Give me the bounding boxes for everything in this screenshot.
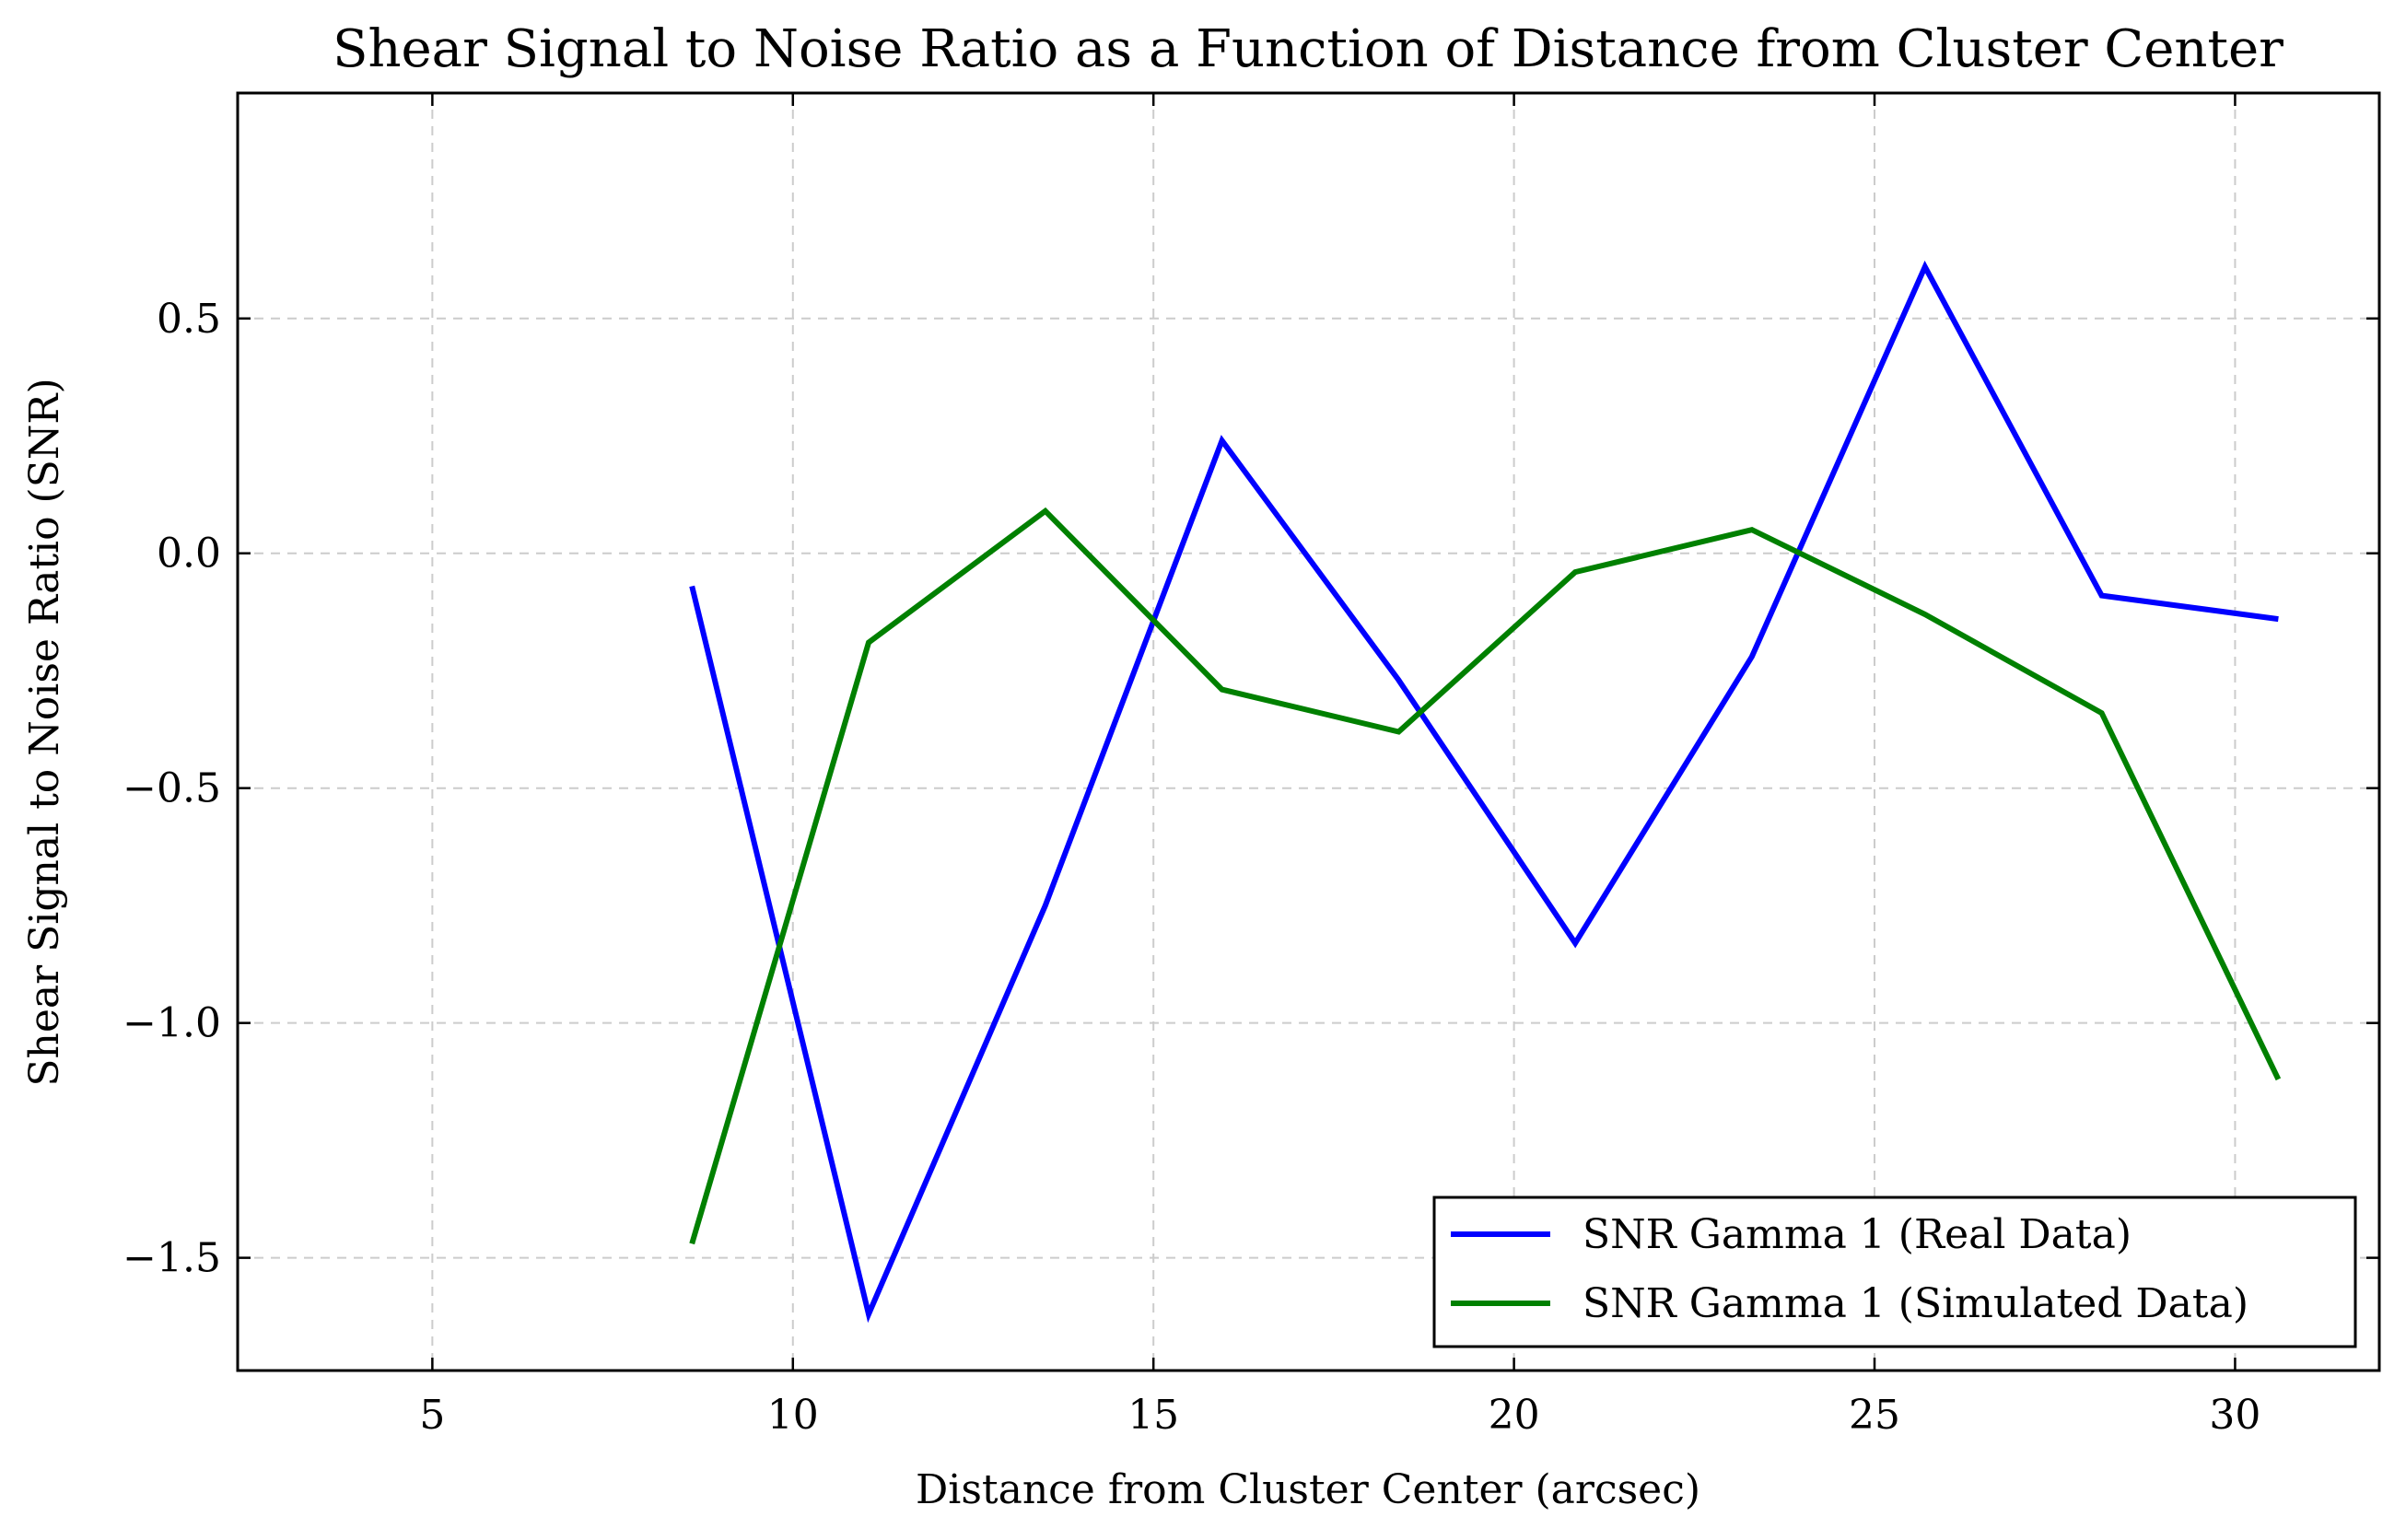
data-point-simulated — [1396, 729, 1401, 735]
y-tick-label: 0.0 — [157, 531, 221, 578]
data-point-real — [1043, 903, 1048, 908]
x-tick-label: 10 — [767, 1392, 819, 1439]
grid — [238, 93, 2379, 1371]
data-point-real — [1922, 264, 1928, 270]
x-axis-label: Distance from Cluster Center (arcsec) — [916, 1466, 1700, 1513]
data-point-real — [1220, 438, 1225, 443]
y-tick-label: 0.5 — [157, 296, 221, 343]
series-lines — [689, 260, 2282, 1324]
x-tick-label: 30 — [2209, 1392, 2260, 1439]
y-tick-label: −0.5 — [123, 765, 221, 812]
chart-title: Shear Signal to Noise Ratio as a Functio… — [333, 19, 2283, 79]
data-point-simulated — [2275, 1077, 2281, 1082]
data-point-simulated — [866, 640, 871, 646]
x-tick-label: 15 — [1127, 1392, 1179, 1439]
data-point-simulated — [1043, 508, 1048, 514]
series-line-real — [689, 260, 2279, 1324]
x-tick-label: 5 — [419, 1392, 445, 1439]
x-tick-label: 25 — [1849, 1392, 1900, 1439]
series-line-simulated — [689, 507, 2282, 1245]
data-point-real — [866, 1312, 871, 1317]
legend-box — [1432, 1196, 2357, 1348]
x-tick-label: 20 — [1489, 1392, 1540, 1439]
y-tick-label: −1.5 — [123, 1235, 221, 1282]
axis-ticks: 5 10 15 20 25 30 −1.5 −1.0 −0.5 0.0 0.5 — [123, 93, 2379, 1439]
data-point-simulated — [2099, 710, 2105, 716]
data-point-simulated — [1220, 687, 1225, 693]
data-point-simulated — [1572, 569, 1578, 575]
data-point-simulated — [1922, 612, 1928, 617]
y-tick-label: −1.0 — [123, 1000, 221, 1047]
data-point-real — [2275, 616, 2281, 622]
data-point-real — [1749, 654, 1755, 659]
data-point-simulated — [1749, 527, 1755, 532]
legend-label-real: SNR Gamma 1 (Real Data) — [1583, 1211, 2132, 1258]
legend: SNR Gamma 1 (Real Data) SNR Gamma 1 (Sim… — [1432, 1196, 2357, 1348]
legend-label-simulated: SNR Gamma 1 (Simulated Data) — [1583, 1280, 2248, 1327]
data-point-real — [689, 583, 695, 589]
data-point-real — [1396, 677, 1401, 682]
data-point-real — [2099, 593, 2105, 599]
plot-frame — [236, 91, 2381, 1372]
y-axis-label: Shear Signal to Noise Ratio (SNR) — [21, 378, 68, 1086]
data-point-real — [1572, 940, 1578, 946]
data-point-simulated — [689, 1241, 695, 1246]
